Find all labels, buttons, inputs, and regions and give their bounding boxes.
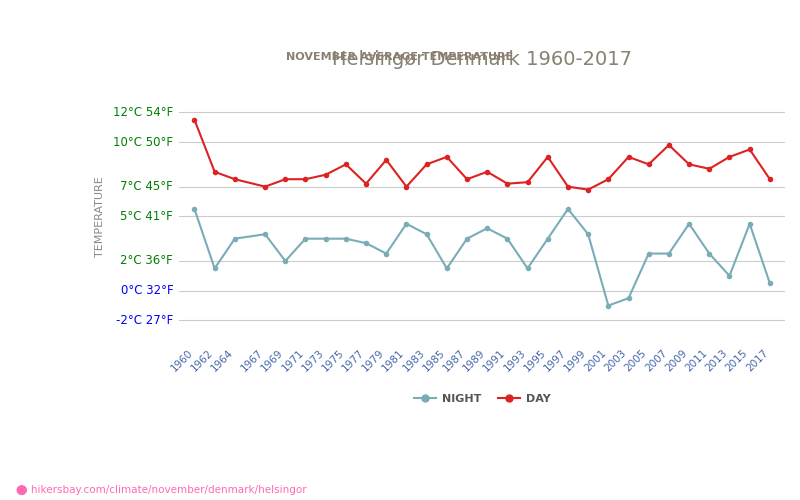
Text: 10°C 50°F: 10°C 50°F xyxy=(114,136,174,148)
Text: -2°C 27°F: -2°C 27°F xyxy=(116,314,174,327)
Text: ⬤ hikersbay.com/climate/november/denmark/helsingor: ⬤ hikersbay.com/climate/november/denmark… xyxy=(16,485,306,495)
Text: 2°C 36°F: 2°C 36°F xyxy=(121,254,174,268)
Text: 7°C 45°F: 7°C 45°F xyxy=(121,180,174,193)
Title: Helsingør Denmark 1960-2017: Helsingør Denmark 1960-2017 xyxy=(332,50,632,69)
Text: 12°C 54°F: 12°C 54°F xyxy=(113,106,174,119)
Legend: NIGHT, DAY: NIGHT, DAY xyxy=(410,389,554,408)
Y-axis label: TEMPERATURE: TEMPERATURE xyxy=(95,176,105,257)
Text: NOVEMBER AVERAGE TEMPERATURE: NOVEMBER AVERAGE TEMPERATURE xyxy=(286,52,514,62)
Text: 5°C 41°F: 5°C 41°F xyxy=(121,210,174,223)
Text: 0°C 32°F: 0°C 32°F xyxy=(121,284,174,297)
